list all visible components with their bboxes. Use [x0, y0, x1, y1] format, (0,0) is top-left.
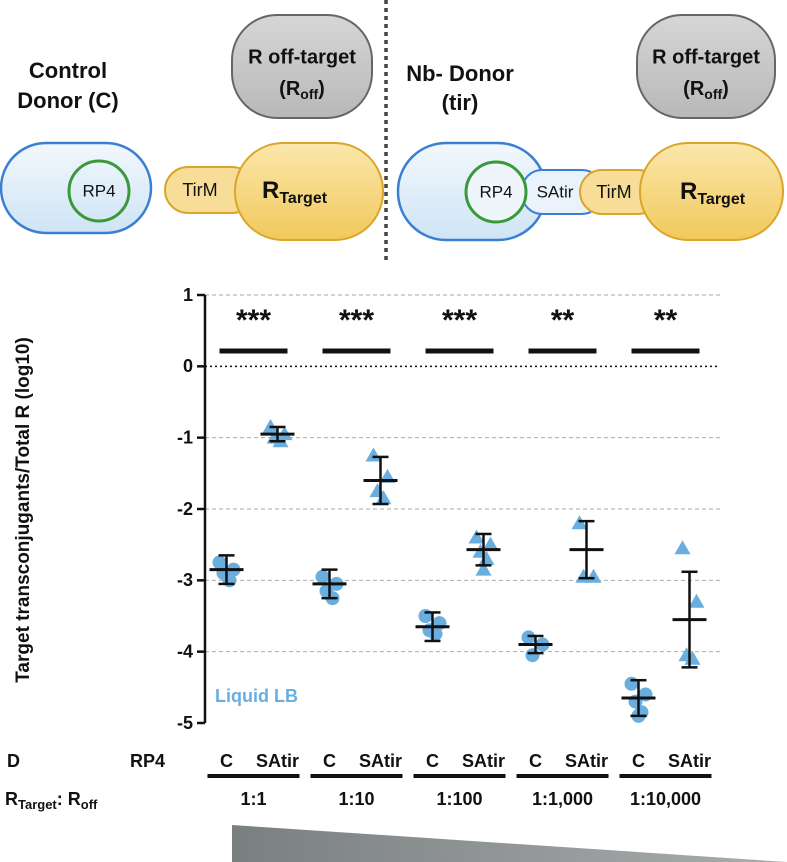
- group-label: 1:100: [436, 789, 482, 809]
- label: SAtir: [537, 182, 574, 201]
- label: off: [704, 86, 722, 102]
- row-label: D: [7, 751, 20, 771]
- y-tick-label: -5: [177, 713, 193, 733]
- data-point: [521, 630, 536, 645]
- sample-label: SAtir: [668, 751, 711, 771]
- annotation: Liquid LB: [215, 686, 298, 706]
- label: ): [722, 78, 729, 100]
- target-cell: [234, 142, 384, 241]
- sample-label: C: [426, 751, 439, 771]
- significance: ***: [442, 304, 477, 337]
- label: TirM: [596, 182, 631, 202]
- label: R off-target: [652, 46, 760, 68]
- data-point: [428, 626, 443, 641]
- y-tick-label: -4: [177, 641, 193, 661]
- label: Nb- Donor: [406, 61, 514, 86]
- label: off: [81, 797, 98, 812]
- significance: ***: [236, 304, 271, 337]
- data-point: [315, 569, 330, 584]
- sample-label: C: [529, 751, 542, 771]
- diagram: Control Donor (C) R off-target (Roff) RP…: [0, 0, 784, 262]
- data-point: [575, 568, 592, 583]
- y-tick-label: -2: [177, 499, 193, 519]
- label: Donor (C): [17, 88, 118, 113]
- group-label: 1:1: [240, 789, 266, 809]
- label: R off-target: [248, 46, 356, 68]
- data-point: [468, 529, 485, 544]
- y-tick-label: -1: [177, 427, 193, 447]
- label: RP4: [82, 181, 115, 200]
- significance: ***: [339, 304, 374, 337]
- plasmid: [67, 159, 131, 223]
- data-point: [624, 676, 639, 691]
- data-point: [525, 648, 540, 663]
- off-target-cell: [231, 14, 373, 119]
- sample-label: C: [220, 751, 233, 771]
- y-tick-label: 1: [183, 285, 193, 305]
- y-tick-label: -3: [177, 570, 193, 590]
- label: R: [5, 789, 18, 809]
- significance: **: [551, 304, 575, 337]
- sample-label: SAtir: [462, 751, 505, 771]
- label: Target: [279, 190, 327, 207]
- sample-label: SAtir: [565, 751, 608, 771]
- off-target-cell: [636, 14, 776, 119]
- label: (Roff): [279, 78, 325, 101]
- plasmid: [464, 160, 528, 224]
- row-label: RTarget: Roff: [5, 789, 98, 813]
- label: ): [318, 78, 325, 100]
- sample-label: C: [323, 751, 336, 771]
- row-label: RP4: [130, 751, 165, 771]
- label: (tir): [442, 90, 479, 115]
- significance: **: [654, 304, 678, 337]
- data-point: [674, 540, 691, 555]
- group-label: 1:10: [338, 789, 374, 809]
- label: RTarget: [680, 178, 746, 208]
- data-point: [482, 536, 499, 551]
- label: TirM: [182, 180, 217, 200]
- group-label: 1:1,000: [532, 789, 593, 809]
- label: (Roff): [683, 78, 729, 101]
- label: Target: [18, 797, 57, 812]
- data-point: [418, 609, 433, 623]
- label: R: [262, 177, 279, 204]
- group-label: 1:10,000: [630, 789, 701, 809]
- y-axis-title: Target transconjugants/Total R (log10): [13, 337, 34, 683]
- label: RP4: [479, 182, 512, 201]
- label: : R: [57, 789, 81, 809]
- data-point: [688, 593, 705, 608]
- label: (R: [279, 78, 301, 100]
- label: (R: [683, 78, 705, 100]
- label: Control: [29, 58, 107, 83]
- sample-label: SAtir: [256, 751, 299, 771]
- label: RTarget: [262, 177, 328, 207]
- gradient-wedge: [232, 825, 787, 862]
- data-point: [365, 447, 382, 462]
- data-point: [222, 573, 237, 588]
- sample-label: C: [632, 751, 645, 771]
- data-point: [212, 555, 227, 570]
- label: off: [300, 86, 318, 102]
- y-tick-label: 0: [183, 356, 193, 376]
- sample-label: SAtir: [359, 751, 402, 771]
- data-point: [475, 561, 492, 576]
- label: Target: [697, 191, 745, 208]
- target-cell: [639, 142, 784, 241]
- label: R: [680, 178, 697, 205]
